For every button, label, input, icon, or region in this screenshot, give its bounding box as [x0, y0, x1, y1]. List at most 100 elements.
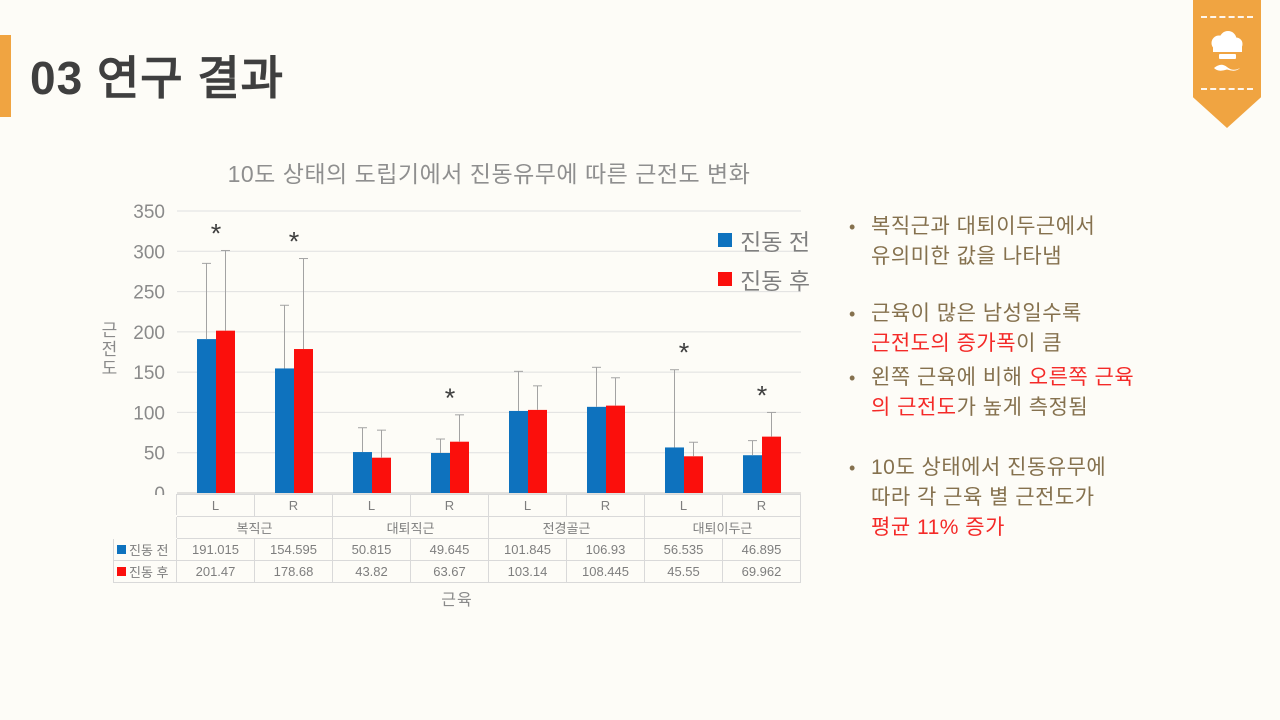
significance-asterisk: *: [445, 383, 456, 413]
bullet-line: 근전도의 증가폭이 큼: [871, 329, 1082, 359]
bullet-marker: •: [849, 368, 856, 388]
bullet-text-segment: 왼쪽 근육에 비해: [871, 366, 1029, 389]
table-value-cell: 63.67: [411, 561, 489, 583]
bullet-line: 왼쪽 근육에 비해 오른쪽 근육: [871, 363, 1134, 393]
bar-after: [450, 441, 469, 493]
stitch-line-top: [1201, 16, 1253, 18]
bar-after: [372, 457, 391, 493]
y-tick-label: 150: [133, 363, 165, 384]
table-lr-header: L: [333, 494, 411, 517]
table-lr-header: L: [489, 494, 567, 517]
table-corner-blank: [113, 517, 177, 538]
bullet-text-segment: 복직근과 대퇴이두근에서: [871, 215, 1096, 238]
table-group-header: 대퇴이두근: [645, 517, 801, 539]
legend-label-before: 진동 전: [740, 229, 810, 255]
significance-asterisk: *: [679, 338, 690, 368]
bullet-text-segment: 따라 각 근육 별 근전도가: [871, 486, 1095, 509]
legend-label-after: 진동 후: [740, 268, 810, 294]
table-value-cell: 154.595: [255, 539, 333, 561]
table-value-cell: 46.895: [723, 539, 801, 561]
table-lr-header: R: [567, 494, 645, 517]
table-value-cell: 108.445: [567, 561, 645, 583]
significance-asterisk: *: [211, 218, 222, 248]
table-group-header: 복직근: [177, 517, 333, 539]
table-value-cell: 191.015: [177, 539, 255, 561]
bullet-item: • 왼쪽 근육에 비해 오른쪽 근육 의 근전도가 높게 측정됨: [845, 363, 1205, 423]
bookmark-ribbon: [1193, 0, 1261, 128]
chart-data-table: L R L R L R L R 복직근 대퇴직근 전경골근 대퇴이두근 진동 전 191.015 154.5…: [113, 494, 801, 583]
table-lr-header: L: [177, 494, 255, 517]
table-value-cell: 178.68: [255, 561, 333, 583]
y-tick-label: 350: [133, 202, 165, 223]
y-tick-label: 50: [144, 444, 165, 465]
bar-after: [528, 409, 547, 493]
bullet-item: • 근육이 많은 남성일수록 근전도의 증가폭이 큼: [845, 299, 1205, 359]
significance-asterisk: *: [757, 380, 768, 410]
bar-before: [587, 406, 606, 493]
bullet-text-segment: 10도 상태에서 진동유무에: [871, 456, 1107, 479]
bullet-text-segment: 이 큼: [1016, 332, 1063, 355]
bar-chart-plot: 0 50 100 150 200 250 300 350 * * * * *: [133, 202, 801, 495]
bar-after: [762, 436, 781, 493]
y-tick-label: 100: [133, 403, 165, 424]
legend-item-after: 진동 후: [718, 265, 810, 294]
table-value-cell: 101.845: [489, 539, 567, 561]
bar-before: [509, 410, 528, 493]
stitch-line-bottom: [1201, 88, 1253, 90]
table-lr-header: R: [411, 494, 489, 517]
table-group-header: 전경골근: [489, 517, 645, 539]
table-row-swatch-icon: [117, 545, 126, 554]
table-row-swatch-icon: [117, 567, 126, 576]
table-value-cell: 201.47: [177, 561, 255, 583]
bullet-text-segment: 근전도의 증가폭: [871, 332, 1017, 355]
table-value-cell: 45.55: [645, 561, 723, 583]
table-row-label-text: 진동 후: [129, 565, 169, 580]
y-tick-label: 250: [133, 283, 165, 304]
table-value-cell: 69.962: [723, 561, 801, 583]
table-row-label: 진동 전: [113, 539, 177, 561]
table-lr-header: L: [645, 494, 723, 517]
bullet-line: 복직근과 대퇴이두근에서: [871, 212, 1095, 242]
table-group-header: 대퇴직근: [333, 517, 489, 539]
chef-hat-icon: [1211, 31, 1243, 71]
table-lr-header: R: [255, 494, 333, 517]
legend-swatch-before-icon: [718, 233, 733, 247]
bar-before: [665, 447, 684, 493]
bullet-text-segment: 근육이 많은 남성일수록: [871, 302, 1082, 325]
table-value-cell: 50.815: [333, 539, 411, 561]
bar-before: [743, 455, 762, 493]
table-value-cell: 43.82: [333, 561, 411, 583]
bar-before: [197, 339, 216, 493]
legend-item-before: 진동 전: [718, 226, 810, 255]
bullet-line: 10도 상태에서 진동유무에: [871, 453, 1106, 483]
bullet-line: 유의미한 값을 나타냄: [871, 242, 1095, 272]
y-axis-title: 근전도: [98, 321, 117, 378]
bullet-line: 근육이 많은 남성일수록: [871, 299, 1082, 329]
table-row-label: 진동 후: [113, 561, 177, 583]
page-title: 03 연구 결과: [30, 52, 285, 104]
table-value-cell: 103.14: [489, 561, 567, 583]
bar-before: [275, 368, 294, 493]
bullet-marker: •: [849, 217, 856, 237]
significance-asterisk: *: [289, 227, 300, 257]
y-tick-label: 0: [154, 484, 165, 495]
bullet-text-segment: 가 높게 측정됨: [956, 396, 1089, 419]
bullet-marker: •: [849, 458, 856, 478]
bar-after: [216, 330, 235, 493]
table-lr-header: R: [723, 494, 801, 517]
y-tick-label: 200: [133, 323, 165, 344]
table-value-cell: 106.93: [567, 539, 645, 561]
bar-before: [353, 452, 372, 493]
x-axis-title: 근육: [441, 592, 473, 609]
bullet-text-segment: 평균 11% 증가: [871, 516, 1005, 539]
bullet-text-segment: 의 근전도: [871, 396, 957, 419]
y-tick-label: 300: [133, 242, 165, 263]
table-row-label-text: 진동 전: [129, 543, 169, 558]
bullet-line: 의 근전도가 높게 측정됨: [871, 393, 1134, 423]
table-value-cell: 49.645: [411, 539, 489, 561]
bar-before: [431, 453, 450, 493]
